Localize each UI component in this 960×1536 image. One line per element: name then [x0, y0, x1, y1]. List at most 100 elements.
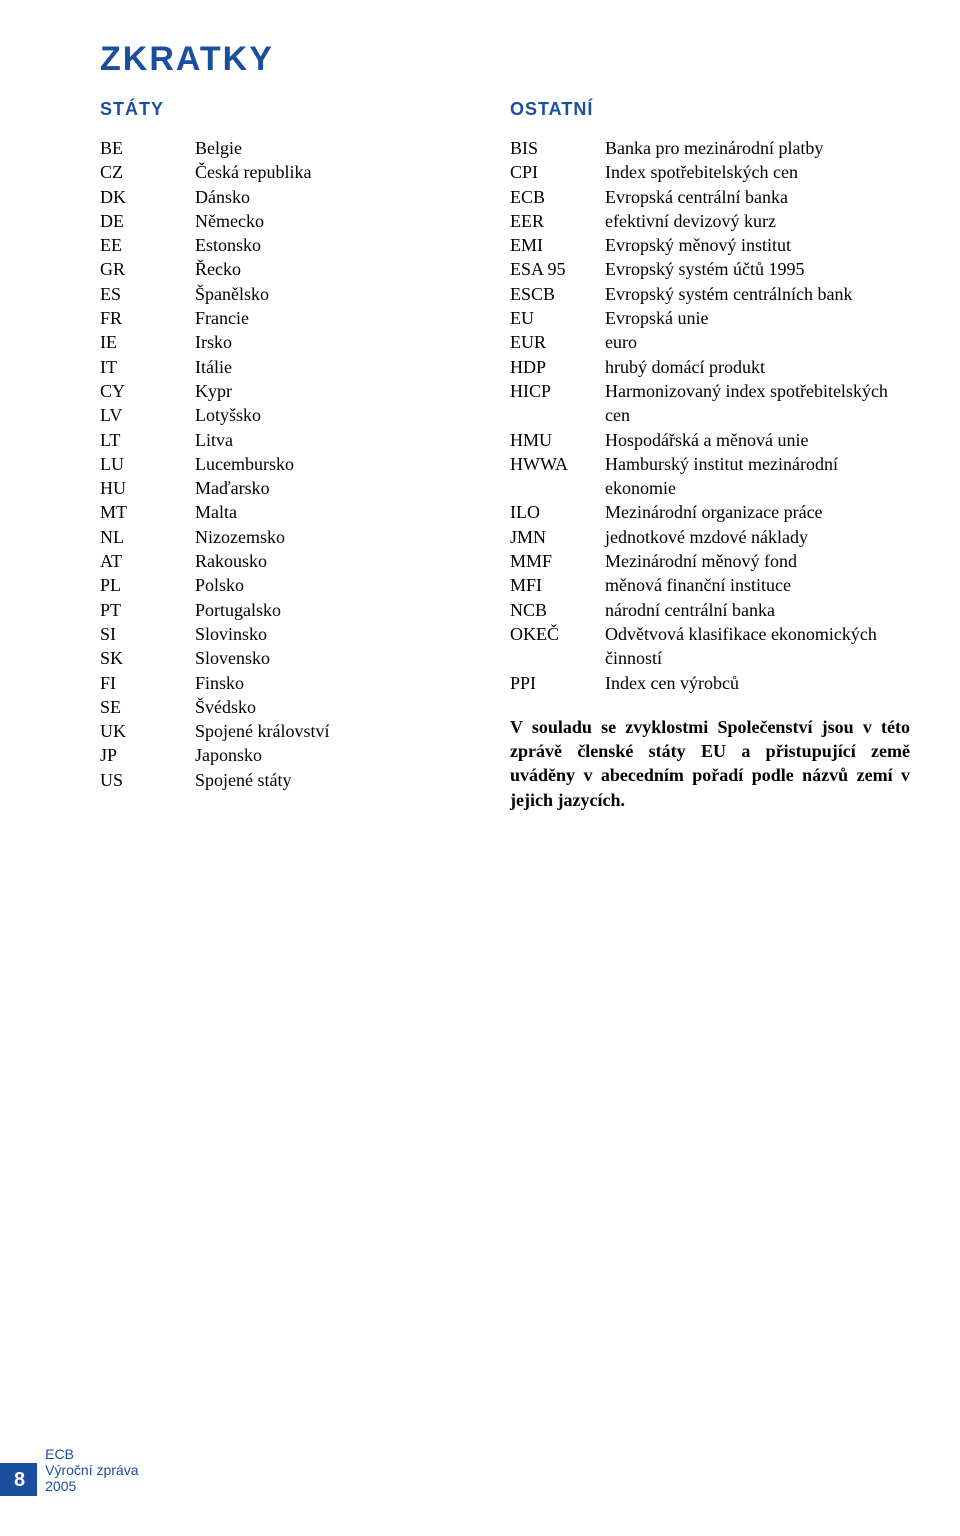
state-row-code: BE: [100, 136, 195, 160]
state-row-name: Nizozemsko: [195, 525, 460, 549]
state-row: SISlovinsko: [100, 622, 460, 646]
state-row-name: Portugalsko: [195, 598, 460, 622]
other-row-name: Evropská unie: [605, 306, 910, 330]
other-row: EUEvropská unie: [510, 306, 910, 330]
other-row-name: Odvětvová klasifikace ekonomických činno…: [605, 622, 910, 671]
other-row-code: HDP: [510, 355, 605, 379]
state-row: NLNizozemsko: [100, 525, 460, 549]
state-row-code: MT: [100, 500, 195, 524]
state-row-code: GR: [100, 257, 195, 281]
state-row: CZČeská republika: [100, 160, 460, 184]
state-row: ATRakousko: [100, 549, 460, 573]
other-row: MFIměnová finanční instituce: [510, 573, 910, 597]
state-row-code: JP: [100, 743, 195, 767]
footer-line-1: ECB: [45, 1446, 138, 1462]
state-row: ESŠpanělsko: [100, 282, 460, 306]
footer-text: ECB Výroční zpráva 2005: [45, 1446, 138, 1496]
state-row-code: PL: [100, 573, 195, 597]
other-row-name: Index spotřebitelských cen: [605, 160, 910, 184]
footer-line-3: 2005: [45, 1478, 138, 1494]
state-row-name: Itálie: [195, 355, 460, 379]
state-row: EEEstonsko: [100, 233, 460, 257]
other-row-code: PPI: [510, 671, 605, 695]
other-row-name: měnová finanční instituce: [605, 573, 910, 597]
other-row: HDPhrubý domácí produkt: [510, 355, 910, 379]
other-row-code: HWWA: [510, 452, 605, 501]
other-row-name: Banka pro mezinárodní platby: [605, 136, 910, 160]
state-row-code: US: [100, 768, 195, 792]
other-row-code: MMF: [510, 549, 605, 573]
other-row-code: ESA 95: [510, 257, 605, 281]
other-row-name: efektivní devizový kurz: [605, 209, 910, 233]
state-row-code: SE: [100, 695, 195, 719]
other-row-code: CPI: [510, 160, 605, 184]
state-row-name: Řecko: [195, 257, 460, 281]
state-row: JPJaponsko: [100, 743, 460, 767]
other-row-name: euro: [605, 330, 910, 354]
left-column: STÁTY BEBelgieCZČeská republikaDKDánskoD…: [100, 99, 460, 812]
other-row: HMUHospodářská a měnová unie: [510, 428, 910, 452]
other-row-name: národní centrální banka: [605, 598, 910, 622]
note-paragraph-bold: V souladu se zvyklostmi Společenství jso…: [510, 717, 910, 810]
page-number: 8: [0, 1463, 37, 1496]
other-row-name: hrubý domácí produkt: [605, 355, 910, 379]
state-row-code: LV: [100, 403, 195, 427]
page-title: ZKRATKY: [100, 40, 910, 79]
other-row-name: Evropská centrální banka: [605, 185, 910, 209]
other-row: ILOMezinárodní organizace práce: [510, 500, 910, 524]
state-row-name: Rakousko: [195, 549, 460, 573]
state-row-name: Německo: [195, 209, 460, 233]
state-row-name: Spojené království: [195, 719, 460, 743]
state-row-name: Španělsko: [195, 282, 460, 306]
other-row-code: ECB: [510, 185, 605, 209]
state-row-code: NL: [100, 525, 195, 549]
other-row-code: OKEČ: [510, 622, 605, 671]
state-row-code: DK: [100, 185, 195, 209]
state-row-name: Maďarsko: [195, 476, 460, 500]
state-row: FIFinsko: [100, 671, 460, 695]
state-row-code: HU: [100, 476, 195, 500]
state-row-code: LT: [100, 428, 195, 452]
other-row-name: Mezinárodní organizace práce: [605, 500, 910, 524]
state-row-name: Japonsko: [195, 743, 460, 767]
state-row: CYKypr: [100, 379, 460, 403]
other-row-code: HMU: [510, 428, 605, 452]
state-row-code: DE: [100, 209, 195, 233]
state-row-name: Francie: [195, 306, 460, 330]
other-row: BISBanka pro mezinárodní platby: [510, 136, 910, 160]
other-row-name: jednotkové mzdové náklady: [605, 525, 910, 549]
other-row: EERefektivní devizový kurz: [510, 209, 910, 233]
state-row-code: LU: [100, 452, 195, 476]
state-row: LTLitva: [100, 428, 460, 452]
other-row: ESCBEvropský systém centrálních bank: [510, 282, 910, 306]
state-row-name: Spojené státy: [195, 768, 460, 792]
other-row: NCBnárodní centrální banka: [510, 598, 910, 622]
other-row-name: Evropský systém účtů 1995: [605, 257, 910, 281]
state-row: LVLotyšsko: [100, 403, 460, 427]
state-row-name: Slovensko: [195, 646, 460, 670]
other-row-code: NCB: [510, 598, 605, 622]
other-row: OKEČOdvětvová klasifikace ekonomických č…: [510, 622, 910, 671]
others-heading: OSTATNÍ: [510, 99, 910, 120]
other-row: HWWAHamburský institut mezinárodní ekono…: [510, 452, 910, 501]
state-row-name: Kypr: [195, 379, 460, 403]
other-row-name: Hamburský institut mezinárodní ekonomie: [605, 452, 910, 501]
state-row-code: IE: [100, 330, 195, 354]
state-row-code: FR: [100, 306, 195, 330]
state-row: HUMaďarsko: [100, 476, 460, 500]
state-row: DKDánsko: [100, 185, 460, 209]
state-row-name: Česká republika: [195, 160, 460, 184]
state-row-name: Lotyšsko: [195, 403, 460, 427]
other-row-code: EUR: [510, 330, 605, 354]
other-row-name: Harmonizovaný index spotřebitelských cen: [605, 379, 910, 428]
state-row: PTPortugalsko: [100, 598, 460, 622]
footer-line-2: Výroční zpráva: [45, 1462, 138, 1478]
state-row-code: CZ: [100, 160, 195, 184]
state-row-name: Dánsko: [195, 185, 460, 209]
right-column: OSTATNÍ BISBanka pro mezinárodní platbyC…: [510, 99, 910, 812]
state-row-name: Lucembursko: [195, 452, 460, 476]
other-row-name: Evropský měnový institut: [605, 233, 910, 257]
state-row-code: FI: [100, 671, 195, 695]
state-row: LULucembursko: [100, 452, 460, 476]
state-row-name: Litva: [195, 428, 460, 452]
